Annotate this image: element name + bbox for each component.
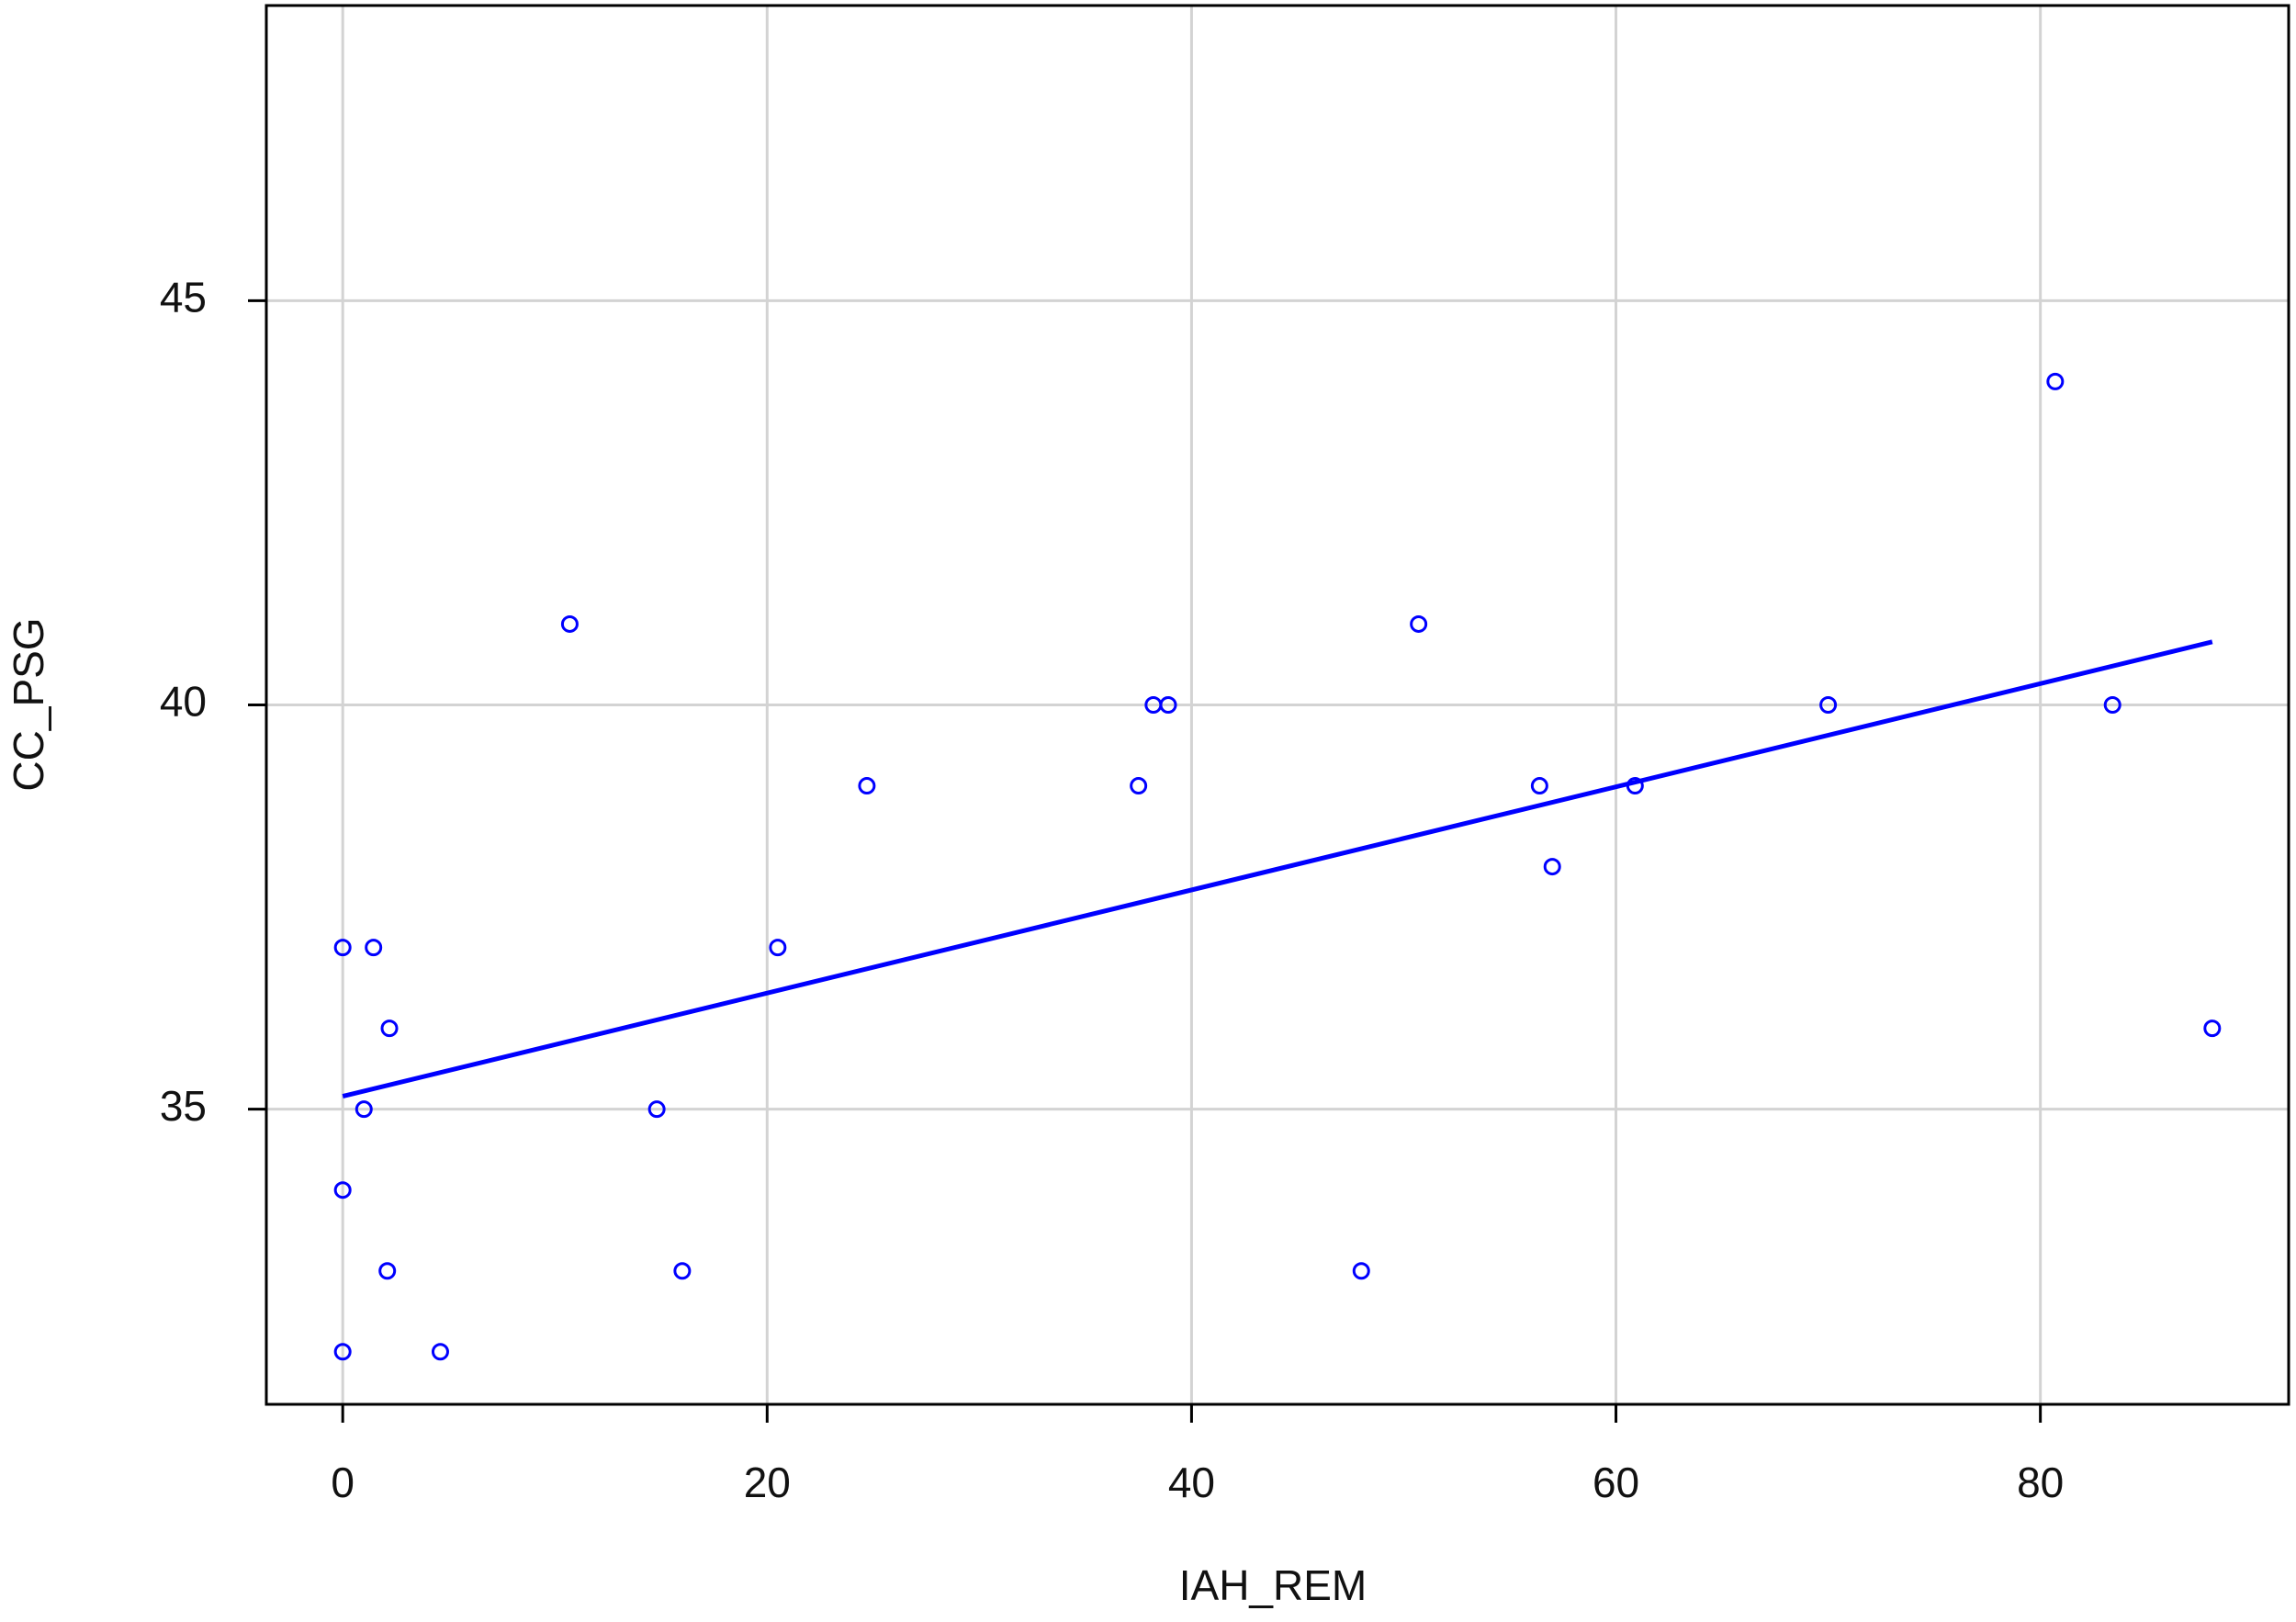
data-point [673, 1262, 692, 1280]
data-point [2203, 1019, 2222, 1038]
data-point [333, 1181, 352, 1200]
data-point [1159, 696, 1177, 714]
data-point [380, 1019, 399, 1038]
data-point [1352, 1262, 1370, 1280]
data-point [365, 939, 383, 957]
y-tick-label: 40 [160, 678, 207, 726]
data-point [355, 1100, 373, 1119]
x-tick-label: 40 [1168, 1459, 1215, 1506]
data-point [858, 777, 876, 795]
data-point [560, 614, 579, 633]
data-point [647, 1100, 666, 1119]
data-point [431, 1343, 449, 1361]
data-point [1130, 777, 1148, 795]
data-point [2103, 696, 2122, 714]
data-point [1530, 777, 1548, 795]
x-tick-label: 60 [1593, 1459, 1639, 1506]
trend-line [342, 639, 2213, 1099]
x-tick-label: 20 [744, 1459, 791, 1506]
data-point [333, 939, 352, 957]
y-axis-title: CC_PSG [5, 617, 52, 791]
x-tick-label: 80 [2017, 1459, 2064, 1506]
y-tick-label: 35 [160, 1082, 207, 1130]
data-point [333, 1343, 352, 1361]
x-axis-title: IAH_REM [1179, 1561, 1367, 1609]
data-point [1543, 858, 1561, 876]
data-point [2046, 372, 2065, 390]
y-tick-label: 45 [160, 273, 207, 321]
x-tick-label: 0 [331, 1459, 355, 1506]
data-point [378, 1262, 397, 1280]
data-point [1410, 614, 1428, 633]
data-point [769, 939, 787, 957]
data-point [1819, 696, 1838, 714]
